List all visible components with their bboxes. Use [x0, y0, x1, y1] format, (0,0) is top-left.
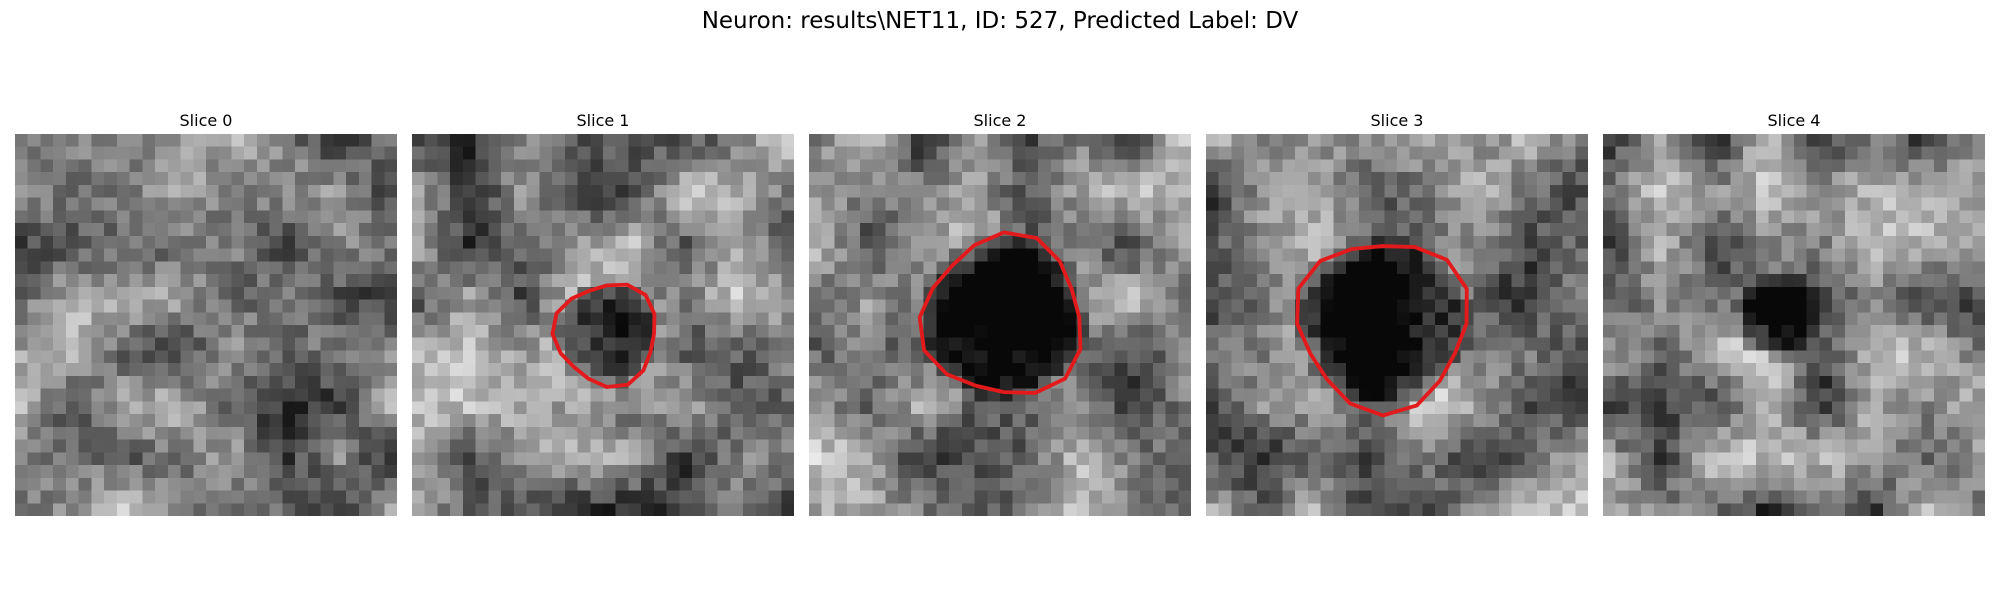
slice-title-4: Slice 4 [1767, 111, 1821, 130]
slice-image-4 [1603, 134, 1985, 516]
slice-panel-1: Slice 1 [412, 110, 794, 516]
roi-contour [1295, 244, 1469, 418]
slice-title-2: Slice 2 [973, 111, 1027, 130]
slice-panel-4: Slice 4 [1603, 110, 1985, 516]
pixel-grid [1206, 134, 1588, 516]
roi-contour [550, 282, 657, 389]
slice-panel-2: Slice 2 [809, 110, 1191, 516]
slice-title-0: Slice 0 [179, 111, 233, 130]
slice-image-2 [809, 134, 1191, 516]
pixel-grid [412, 134, 794, 516]
slice-image-0 [15, 134, 397, 516]
pixel-grid [1603, 134, 1985, 516]
slice-image-1 [412, 134, 794, 516]
slice-title-3: Slice 3 [1370, 111, 1424, 130]
figure-title: Neuron: results\NET11, ID: 527, Predicte… [701, 8, 1299, 34]
slice-title-1: Slice 1 [576, 111, 630, 130]
slice-panel-0: Slice 0 [15, 110, 397, 516]
pixel-grid [809, 134, 1191, 516]
slice-panel-3: Slice 3 [1206, 110, 1588, 516]
pixel-grid [15, 134, 397, 516]
slice-image-3 [1206, 134, 1588, 516]
roi-contour [917, 230, 1083, 395]
